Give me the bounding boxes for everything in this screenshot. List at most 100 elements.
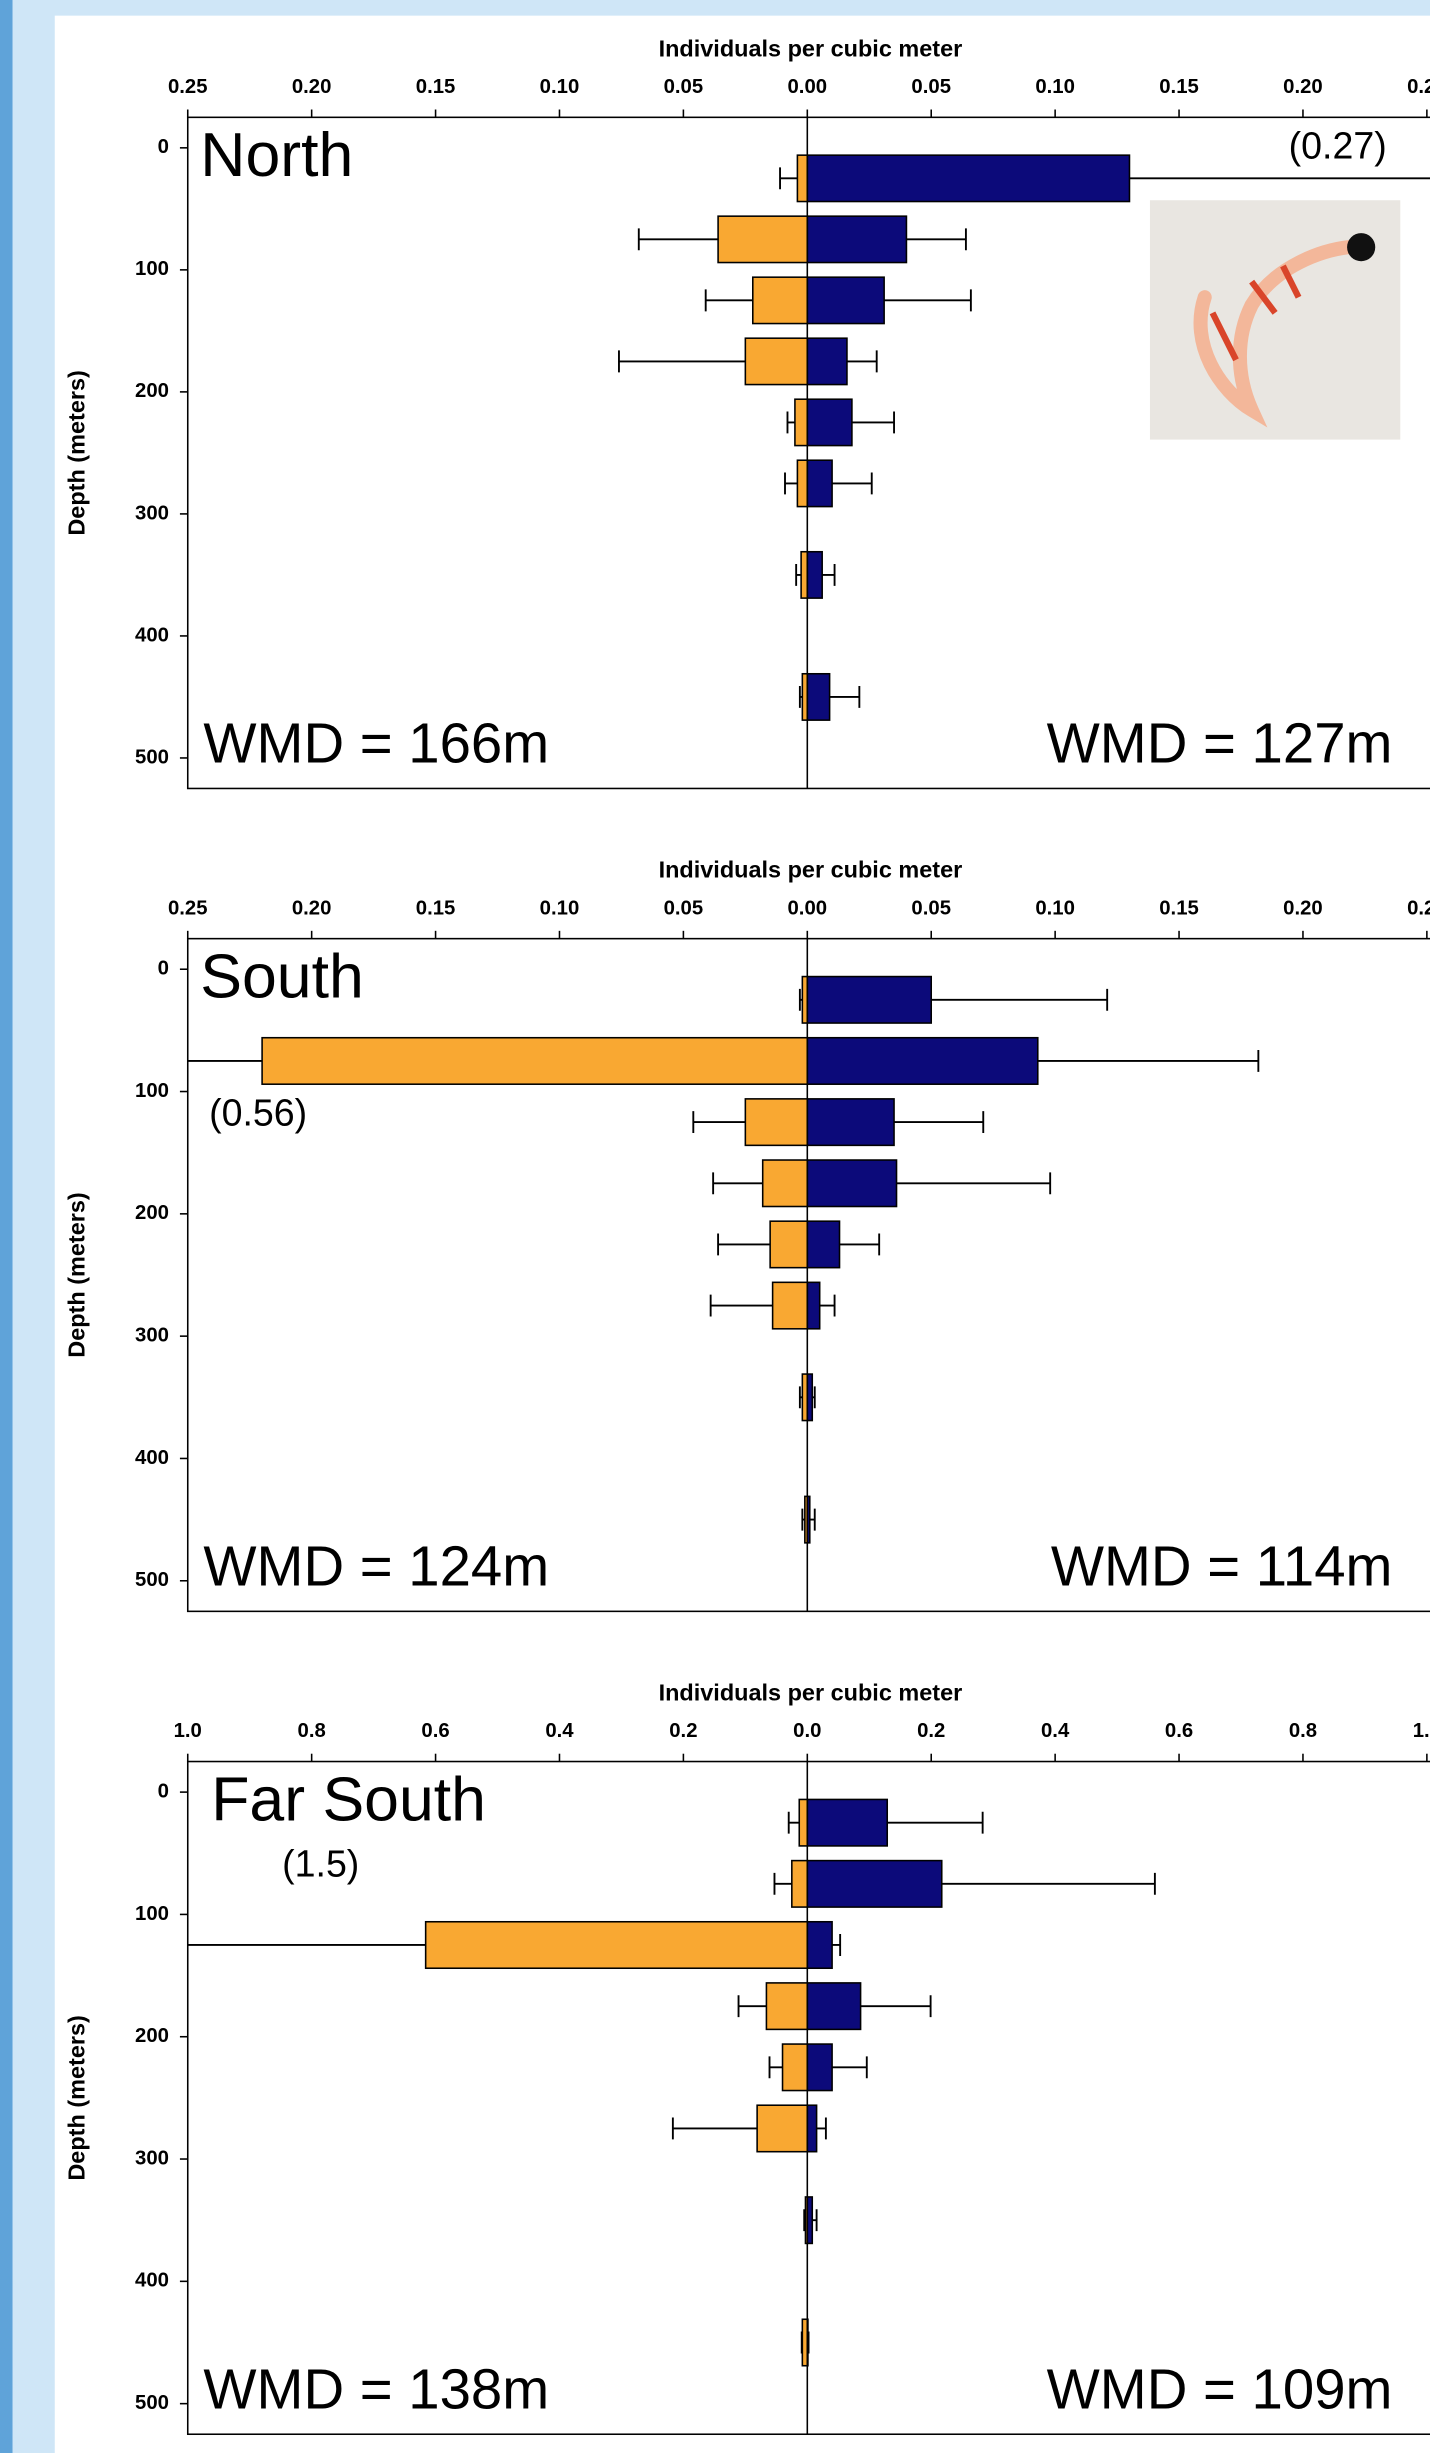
x-tick-label: 0.10: [1035, 897, 1075, 919]
error-bar: [768, 2056, 783, 2079]
shrimp-markings: [1209, 264, 1302, 362]
x-axis-title: Individuals per cubic meter: [659, 857, 963, 883]
bar: [744, 337, 809, 386]
error-bar: [819, 1294, 836, 1317]
bar: [806, 975, 933, 1024]
y-tick-label: 100: [135, 258, 169, 280]
x-tick-label: 0.6: [421, 1720, 449, 1742]
bar: [791, 1859, 809, 1908]
x-tick-label: 0.15: [416, 76, 456, 98]
y-tick-label: 400: [135, 1447, 169, 1469]
bar: [769, 1220, 809, 1269]
x-tick-label: 1.0: [174, 1720, 202, 1742]
wmd-label: WMD = 114m: [1051, 1535, 1393, 1598]
bar: [744, 1098, 809, 1147]
x-tick-label: 0.10: [1035, 76, 1075, 98]
photo-inset: [1149, 200, 1401, 440]
x-tick-label: 0.0: [793, 1720, 821, 1742]
x-tick-label: 0.15: [1159, 76, 1199, 98]
panel: Individuals per cubic meter Depth (meters…: [63, 857, 1430, 1613]
bar: [752, 276, 809, 325]
error-bar: [779, 167, 798, 190]
x-tick-label: 0.20: [292, 76, 332, 98]
y-tick-label: 500: [135, 2392, 169, 2414]
x-axis-title: Individuals per cubic meter: [659, 35, 963, 61]
bar: [806, 459, 833, 508]
x-tick-label: 0.4: [1041, 1720, 1070, 1742]
x-tick-label: 0.25: [168, 897, 208, 919]
error-bar: [839, 1233, 881, 1256]
error-bar: [846, 350, 878, 373]
y-tick-label: 500: [135, 746, 169, 768]
error-bar: [709, 1294, 773, 1317]
bar: [717, 215, 809, 264]
error-bar: [737, 1995, 767, 2018]
error-bar: [692, 1111, 746, 1134]
x-tick-label: 0.10: [540, 76, 580, 98]
error-bar: [832, 1934, 842, 1956]
panel-label: Far South: [211, 1764, 486, 1834]
plot-frame: [186, 116, 1430, 790]
plot-area: [618, 154, 1430, 721]
bar: [796, 459, 809, 508]
x-tick-label: 0.4: [545, 1720, 574, 1742]
panel-label: South: [200, 941, 364, 1011]
y-tick-label: 400: [135, 624, 169, 646]
panel-label: North: [200, 120, 353, 190]
y-tick-label: 300: [135, 1325, 169, 1347]
y-axis-title: Depth (meters): [63, 370, 89, 536]
plot-area: [187, 1798, 1156, 2367]
error-bar: [884, 289, 972, 312]
x-tick-label: 0.8: [1289, 1720, 1317, 1742]
x-tick-label: 0.15: [1159, 897, 1199, 919]
error-bar: [773, 1872, 792, 1895]
x-tick-label: 0.20: [1283, 76, 1323, 98]
y-tick-label: 100: [135, 1903, 169, 1925]
bar: [765, 1982, 809, 2031]
error-bar: [786, 411, 795, 434]
annotation: (1.5): [282, 1842, 359, 1884]
x-tick-label: 0.15: [416, 897, 456, 919]
bar: [781, 2043, 809, 2092]
x-tick-label: 0.20: [292, 897, 332, 919]
x-tick-label: 0.20: [1283, 897, 1323, 919]
x-tick-label: 0.2: [669, 1720, 697, 1742]
y-tick-label: 0: [158, 958, 169, 980]
panel: Individuals per cubic meter Depth (meters…: [63, 1679, 1430, 2436]
bar: [806, 672, 831, 721]
bar: [794, 398, 809, 447]
bar: [806, 215, 908, 264]
x-tick-label: 0.05: [911, 897, 951, 919]
x-tick-label: 0.00: [788, 897, 828, 919]
error-bar: [637, 228, 719, 251]
error-bar: [816, 2117, 827, 2140]
error-bar: [671, 2117, 758, 2140]
error-bar: [717, 1233, 771, 1256]
x-tick-label: 0.25: [1407, 76, 1430, 98]
bar: [806, 276, 885, 325]
wmd-label: WMD = 138m: [203, 2357, 549, 2420]
y-axis-title: Depth (meters): [63, 2015, 89, 2181]
error-bar: [618, 350, 746, 373]
error-bar: [809, 1508, 816, 1531]
error-bar: [887, 1811, 984, 1834]
annotation: (0.56): [209, 1091, 307, 1133]
x-tick-label: 0.10: [540, 897, 580, 919]
error-bar: [784, 472, 798, 495]
y-tick-label: 200: [135, 2025, 169, 2047]
bar: [806, 1281, 821, 1330]
y-tick-label: 300: [135, 502, 169, 524]
bar: [806, 550, 823, 599]
error-bar: [712, 1172, 763, 1195]
shrimp-eye: [1347, 233, 1376, 262]
y-tick-label: 400: [135, 2270, 169, 2292]
panel: Individuals per cubic meter Depth (meters…: [63, 35, 1430, 790]
y-tick-label: 0: [158, 1780, 169, 1802]
wmd-label: WMD = 124m: [203, 1535, 549, 1598]
bar: [806, 1920, 833, 1970]
error-bar: [832, 2056, 868, 2079]
error-bar: [1129, 177, 1430, 180]
bar: [798, 1798, 809, 1847]
